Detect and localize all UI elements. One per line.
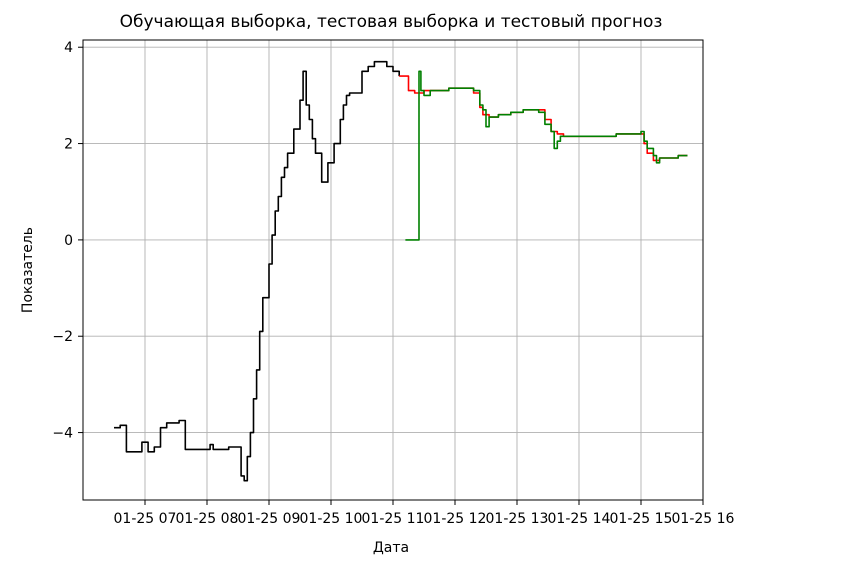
forecast-series-line xyxy=(405,70,688,241)
x-tick-label: 01-25 10 xyxy=(300,511,363,527)
x-tick-label: 01-25 07 xyxy=(114,511,177,527)
y-tick-label: 0 xyxy=(64,233,73,249)
x-tick-label: 01-25 09 xyxy=(238,511,301,527)
x-axis-label: Дата xyxy=(373,540,409,556)
x-tick-label: 01-25 12 xyxy=(424,511,487,527)
x-tick-label: 01-25 13 xyxy=(486,511,549,527)
y-tick-label: −2 xyxy=(52,329,73,345)
ticks: 01-25 07 01-25 08 01-25 09 01-25 10 01-25 11… xyxy=(52,40,734,527)
x-tick-label: 01-25 08 xyxy=(176,511,239,527)
grid xyxy=(83,40,704,500)
y-tick-label: 4 xyxy=(64,40,73,56)
test-series-line xyxy=(399,75,688,162)
y-tick-label: 2 xyxy=(64,137,73,153)
x-tick-label: 01-25 16 xyxy=(672,511,735,527)
x-tick-label: 01-25 15 xyxy=(610,511,673,527)
x-tick-label: 01-25 14 xyxy=(548,511,611,527)
y-tick-label: −4 xyxy=(52,426,73,442)
train-series-line xyxy=(114,60,400,482)
x-tick-label: 01-25 11 xyxy=(362,511,425,527)
y-axis-label: Показатель xyxy=(20,227,36,313)
series-lines xyxy=(114,60,688,482)
chart-title: Обучающая выборка, тестовая выборка и те… xyxy=(120,12,663,32)
